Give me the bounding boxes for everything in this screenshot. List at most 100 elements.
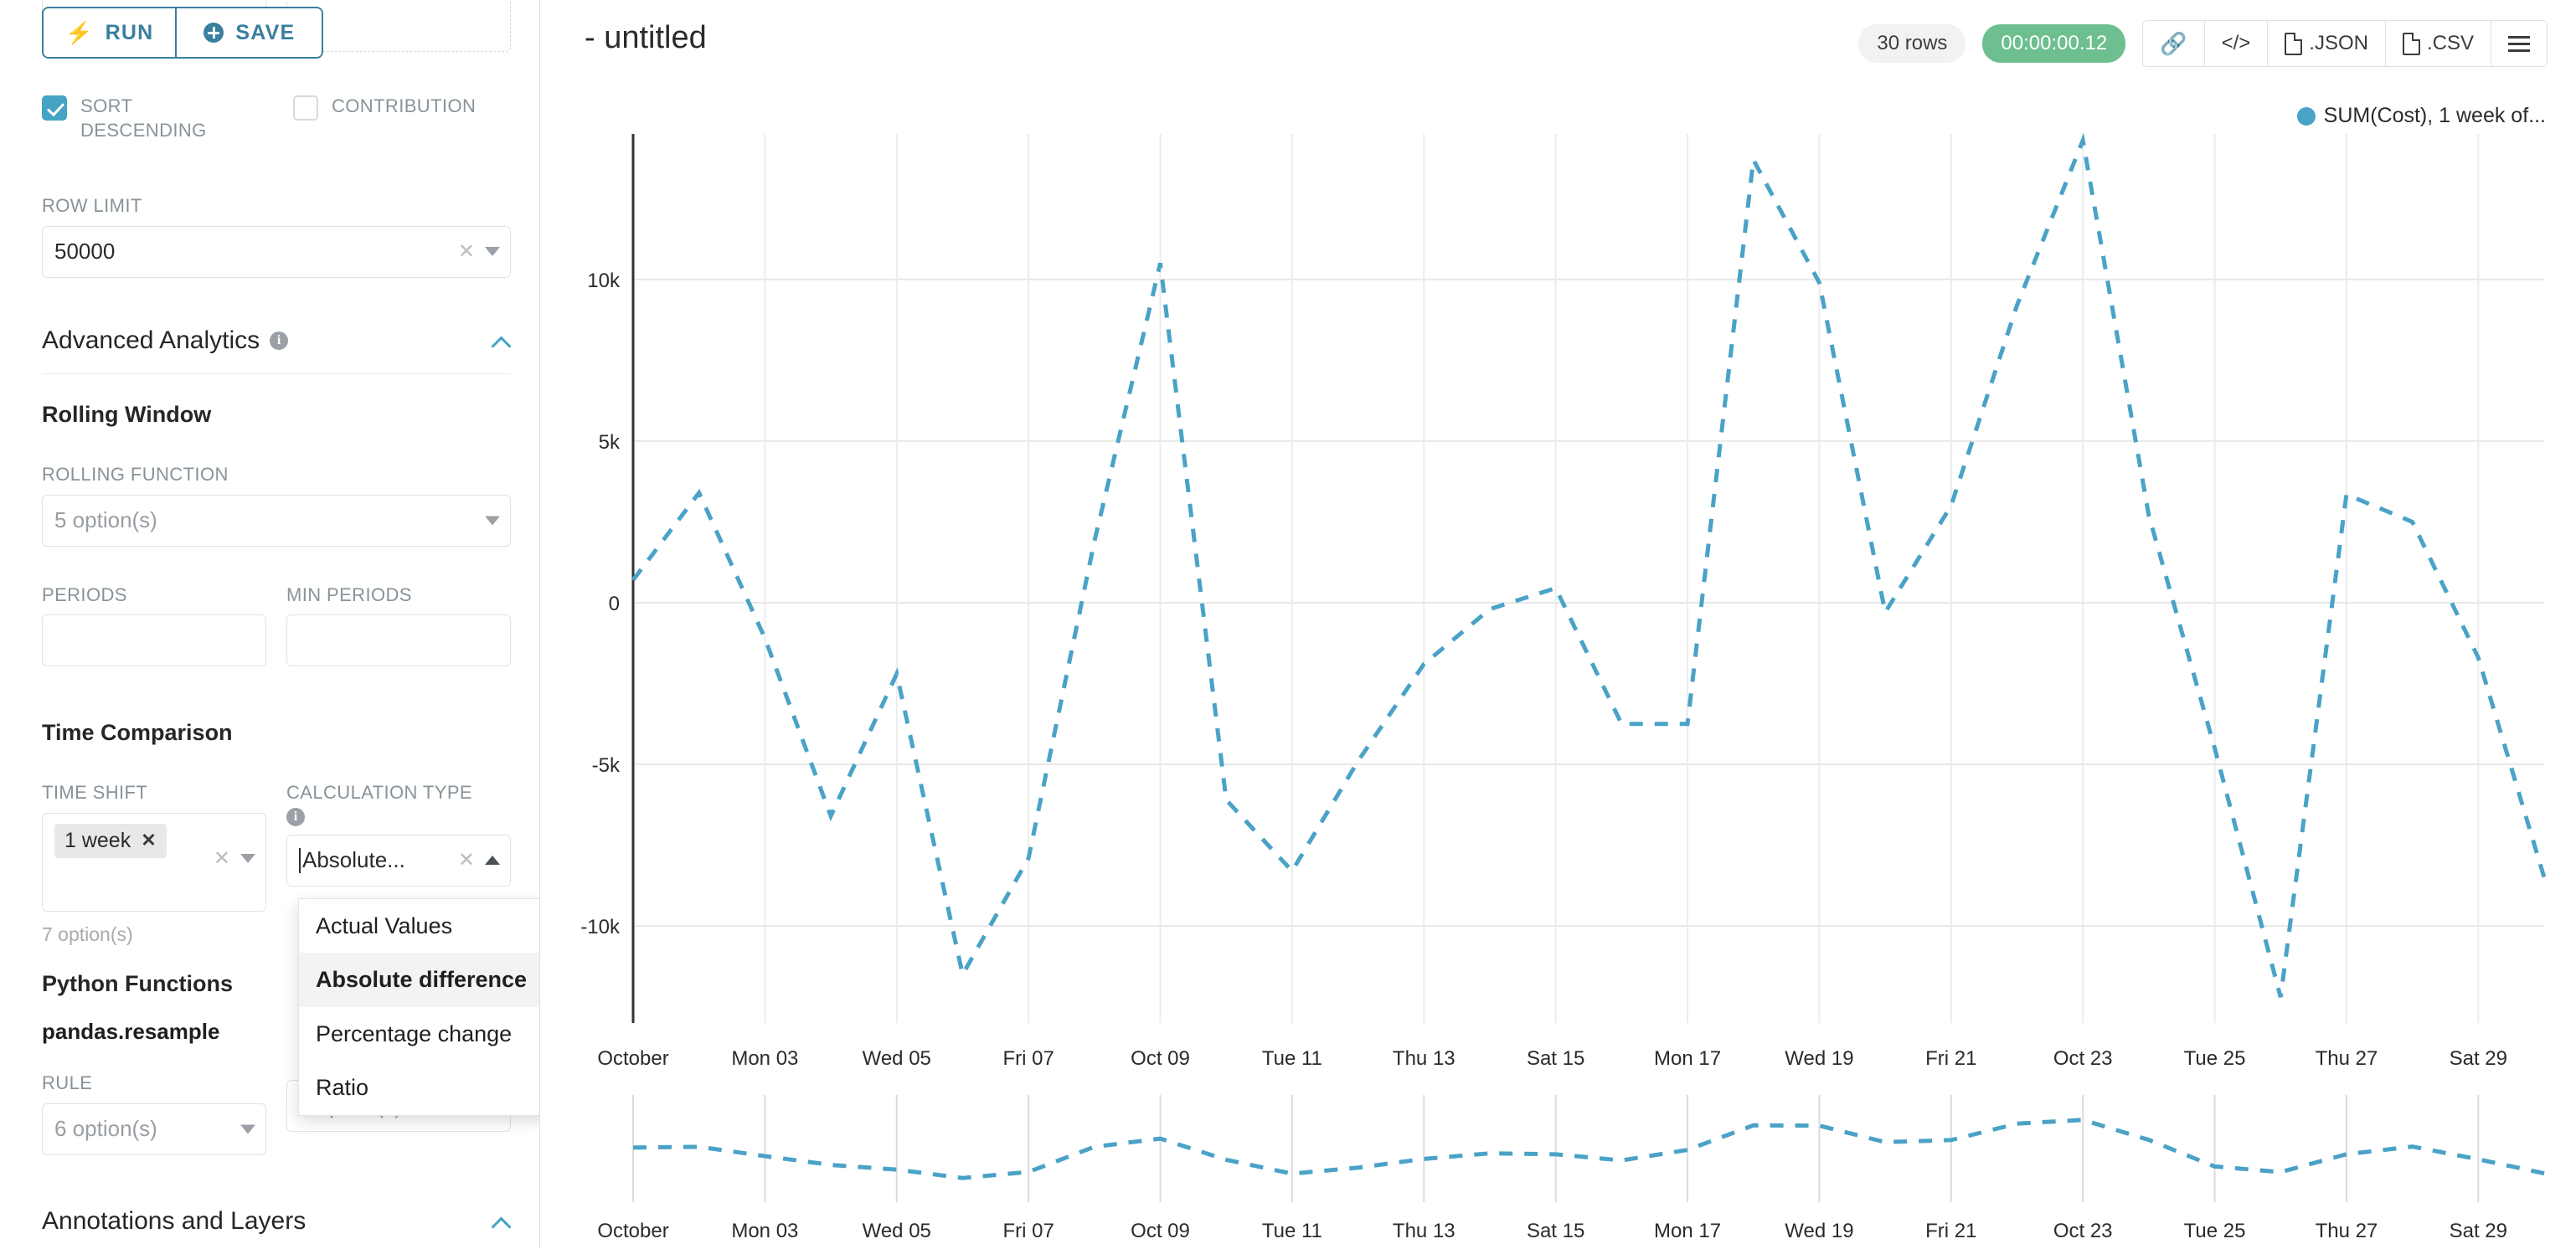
- rule-select[interactable]: 6 option(s): [42, 1103, 266, 1155]
- rolling-window-title: Rolling Window: [42, 402, 212, 427]
- svg-text:Fri 21: Fri 21: [1925, 1047, 1976, 1070]
- calculation-type-label: CALCULATION TYPE: [286, 782, 472, 803]
- rolling-function-icons: [485, 516, 500, 525]
- dropdown-option-absolute-difference[interactable]: Absolute difference: [299, 953, 539, 1007]
- svg-text:Mon 17: Mon 17: [1654, 1220, 1721, 1242]
- info-icon[interactable]: i: [286, 807, 305, 826]
- bolt-icon: ⚡: [65, 20, 94, 45]
- svg-text:Mon 03: Mon 03: [731, 1047, 798, 1070]
- time-comparison-title: Time Comparison: [42, 720, 233, 745]
- info-icon[interactable]: i: [270, 332, 289, 350]
- chart-legend[interactable]: SUM(Cost), 1 week of...: [2296, 104, 2546, 128]
- chevron-down-icon[interactable]: [240, 1124, 255, 1133]
- csv-export-label: .CSV: [2426, 32, 2474, 54]
- clear-icon[interactable]: ✕: [213, 846, 230, 870]
- clear-icon[interactable]: ✕: [457, 239, 475, 263]
- control-panel: 7 option(s) ⚡ RUN SAVE SORT DESCENDING: [0, 0, 540, 1249]
- row-limit-select[interactable]: 50000 ✕: [42, 225, 511, 278]
- sort-descending-label: SORT DESCENDING: [80, 95, 207, 141]
- rolling-function-select[interactable]: 5 option(s): [42, 494, 511, 547]
- svg-text:Wed 19: Wed 19: [1785, 1047, 1853, 1070]
- legend-label: SUM(Cost), 1 week of...: [2323, 104, 2546, 127]
- svg-text:Wed 05: Wed 05: [863, 1047, 931, 1070]
- periods-input[interactable]: [42, 614, 266, 666]
- time-shift-select[interactable]: 1 week ✕ ✕: [42, 812, 266, 912]
- checkbox-row: SORT DESCENDING CONTRIBUTION: [42, 94, 511, 142]
- line-chart[interactable]: 10k 5k 0 -5k -10k October Mon 03 Wed 05 Fri 07 Oc…: [541, 126, 2576, 1249]
- svg-text:10k: 10k: [587, 270, 621, 292]
- chevron-down-icon[interactable]: [485, 516, 500, 525]
- contribution-checkbox[interactable]: CONTRIBUTION: [293, 94, 476, 142]
- svg-text:October: October: [597, 1220, 668, 1242]
- svg-text:Tue 25: Tue 25: [2184, 1047, 2246, 1070]
- document-icon: [2402, 32, 2420, 55]
- dropdown-option-actual-values[interactable]: Actual Values: [316, 913, 453, 938]
- document-icon: [2285, 32, 2303, 55]
- timer-badge: 00:00:00.12: [1982, 24, 2126, 63]
- menu-button[interactable]: [2491, 21, 2547, 66]
- csv-export-button[interactable]: .CSV: [2384, 21, 2491, 66]
- time-comparison-row: TIME SHIFT 1 week ✕ ✕ 7 option(s): [42, 781, 511, 946]
- chevron-down-icon[interactable]: [485, 247, 500, 256]
- rule-icons: [240, 1124, 255, 1133]
- svg-text:Wed 05: Wed 05: [863, 1220, 931, 1242]
- contribution-label: CONTRIBUTION: [332, 95, 477, 116]
- svg-text:Fri 07: Fri 07: [1002, 1047, 1054, 1070]
- checkbox-unchecked-icon[interactable]: [293, 95, 318, 121]
- time-comparison-group: Time Comparison TIME SHIFT 1 week ✕ ✕: [42, 720, 511, 946]
- svg-text:Thu 27: Thu 27: [2316, 1220, 2378, 1242]
- svg-text:Oct 23: Oct 23: [2053, 1220, 2113, 1242]
- svg-text:Thu 13: Thu 13: [1393, 1047, 1455, 1070]
- code-button[interactable]: </>: [2203, 21, 2268, 66]
- checkbox-checked-icon[interactable]: [42, 95, 67, 121]
- svg-text:Fri 07: Fri 07: [1002, 1220, 1054, 1242]
- link-icon: 🔗: [2160, 30, 2187, 56]
- advanced-analytics-section: Advanced Analytics i: [42, 326, 511, 374]
- chevron-up-icon[interactable]: [492, 1212, 511, 1231]
- svg-text:0: 0: [609, 593, 620, 615]
- header-actions: 30 rows 00:00:00.12 🔗 </> .JSON: [1858, 20, 2548, 67]
- annotations-and-layers-header[interactable]: Annotations and Layers: [42, 1207, 511, 1236]
- calculation-type-icons: ✕: [457, 848, 500, 871]
- chart-pane: - untitled 30 rows 00:00:00.12 🔗 </> .JS…: [541, 0, 2576, 1249]
- link-button[interactable]: 🔗: [2143, 21, 2204, 66]
- svg-text:Mon 17: Mon 17: [1654, 1047, 1721, 1070]
- chevron-up-icon[interactable]: [485, 856, 500, 865]
- svg-text:Tue 11: Tue 11: [1262, 1220, 1322, 1242]
- dropdown-option-ratio[interactable]: Ratio: [316, 1075, 369, 1101]
- chevron-up-icon[interactable]: [492, 332, 511, 350]
- time-shift-token[interactable]: 1 week ✕: [54, 823, 167, 858]
- clear-icon[interactable]: ✕: [457, 848, 475, 871]
- time-shift-hint: 7 option(s): [42, 923, 133, 945]
- advanced-analytics-title: Advanced Analytics: [42, 326, 260, 354]
- svg-text:Thu 27: Thu 27: [2316, 1047, 2378, 1070]
- remove-token-icon[interactable]: ✕: [141, 830, 157, 851]
- python-functions-title: Python Functions: [42, 971, 233, 996]
- menu-icon: [2508, 35, 2530, 52]
- run-button[interactable]: ⚡ RUN: [44, 8, 176, 57]
- json-export-button[interactable]: .JSON: [2267, 21, 2385, 66]
- row-limit-label: ROW LIMIT: [42, 195, 142, 216]
- export-button-group: 🔗 </> .JSON .CSV: [2142, 20, 2548, 67]
- calculation-type-dropdown-menu[interactable]: Actual Values Absolute difference Percen…: [298, 898, 539, 1116]
- dropdown-option-percentage-change[interactable]: Percentage change: [316, 1020, 513, 1046]
- svg-text:-5k: -5k: [592, 754, 621, 777]
- row-limit-icons: ✕: [457, 239, 500, 263]
- min-periods-input[interactable]: [286, 614, 511, 666]
- save-button[interactable]: SAVE: [175, 8, 322, 57]
- rolling-function-label: ROLLING FUNCTION: [42, 464, 229, 485]
- svg-text:-10k: -10k: [580, 916, 621, 938]
- svg-text:Sat 15: Sat 15: [1527, 1220, 1584, 1242]
- rolling-function-placeholder: 5 option(s): [54, 507, 157, 532]
- chart-header: - untitled 30 rows 00:00:00.12 🔗 </> .JS…: [541, 0, 2576, 92]
- min-periods-label: MIN PERIODS: [286, 583, 412, 605]
- calculation-type-select[interactable]: Absolute... ✕: [286, 834, 511, 887]
- chart-canvas[interactable]: 10k 5k 0 -5k -10k October Mon 03 Wed 05 Fri 07 Oc…: [541, 126, 2576, 1242]
- chevron-down-icon[interactable]: [240, 854, 255, 863]
- annotations-and-layers-section[interactable]: Annotations and Layers: [42, 1207, 511, 1236]
- divider: [42, 373, 511, 374]
- rolling-function-field: ROLLING FUNCTION 5 option(s): [42, 463, 511, 547]
- sort-descending-checkbox[interactable]: SORT DESCENDING: [42, 94, 293, 142]
- time-shift-label: TIME SHIFT: [42, 782, 148, 803]
- advanced-analytics-header[interactable]: Advanced Analytics i: [42, 326, 511, 355]
